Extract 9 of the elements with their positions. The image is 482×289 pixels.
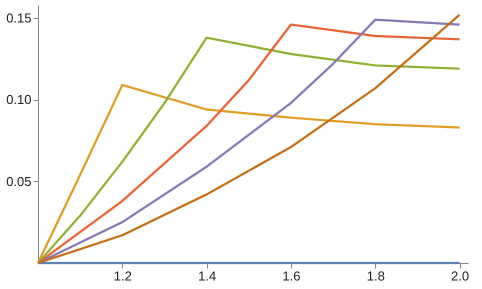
y-tick-label: 0.05: [6, 174, 32, 189]
x-tick-label: 1.8: [366, 268, 385, 284]
y-tick-label: 0.10: [6, 92, 32, 108]
x-tick-label: 1.4: [198, 268, 216, 284]
line-series: [36, 84, 461, 264]
x-tick-label: 1.6: [282, 268, 300, 284]
x-tick-label: 1.2: [114, 268, 132, 284]
y-tick-label: 0.15: [6, 10, 32, 26]
x-tick-label: 2.0: [451, 268, 470, 284]
